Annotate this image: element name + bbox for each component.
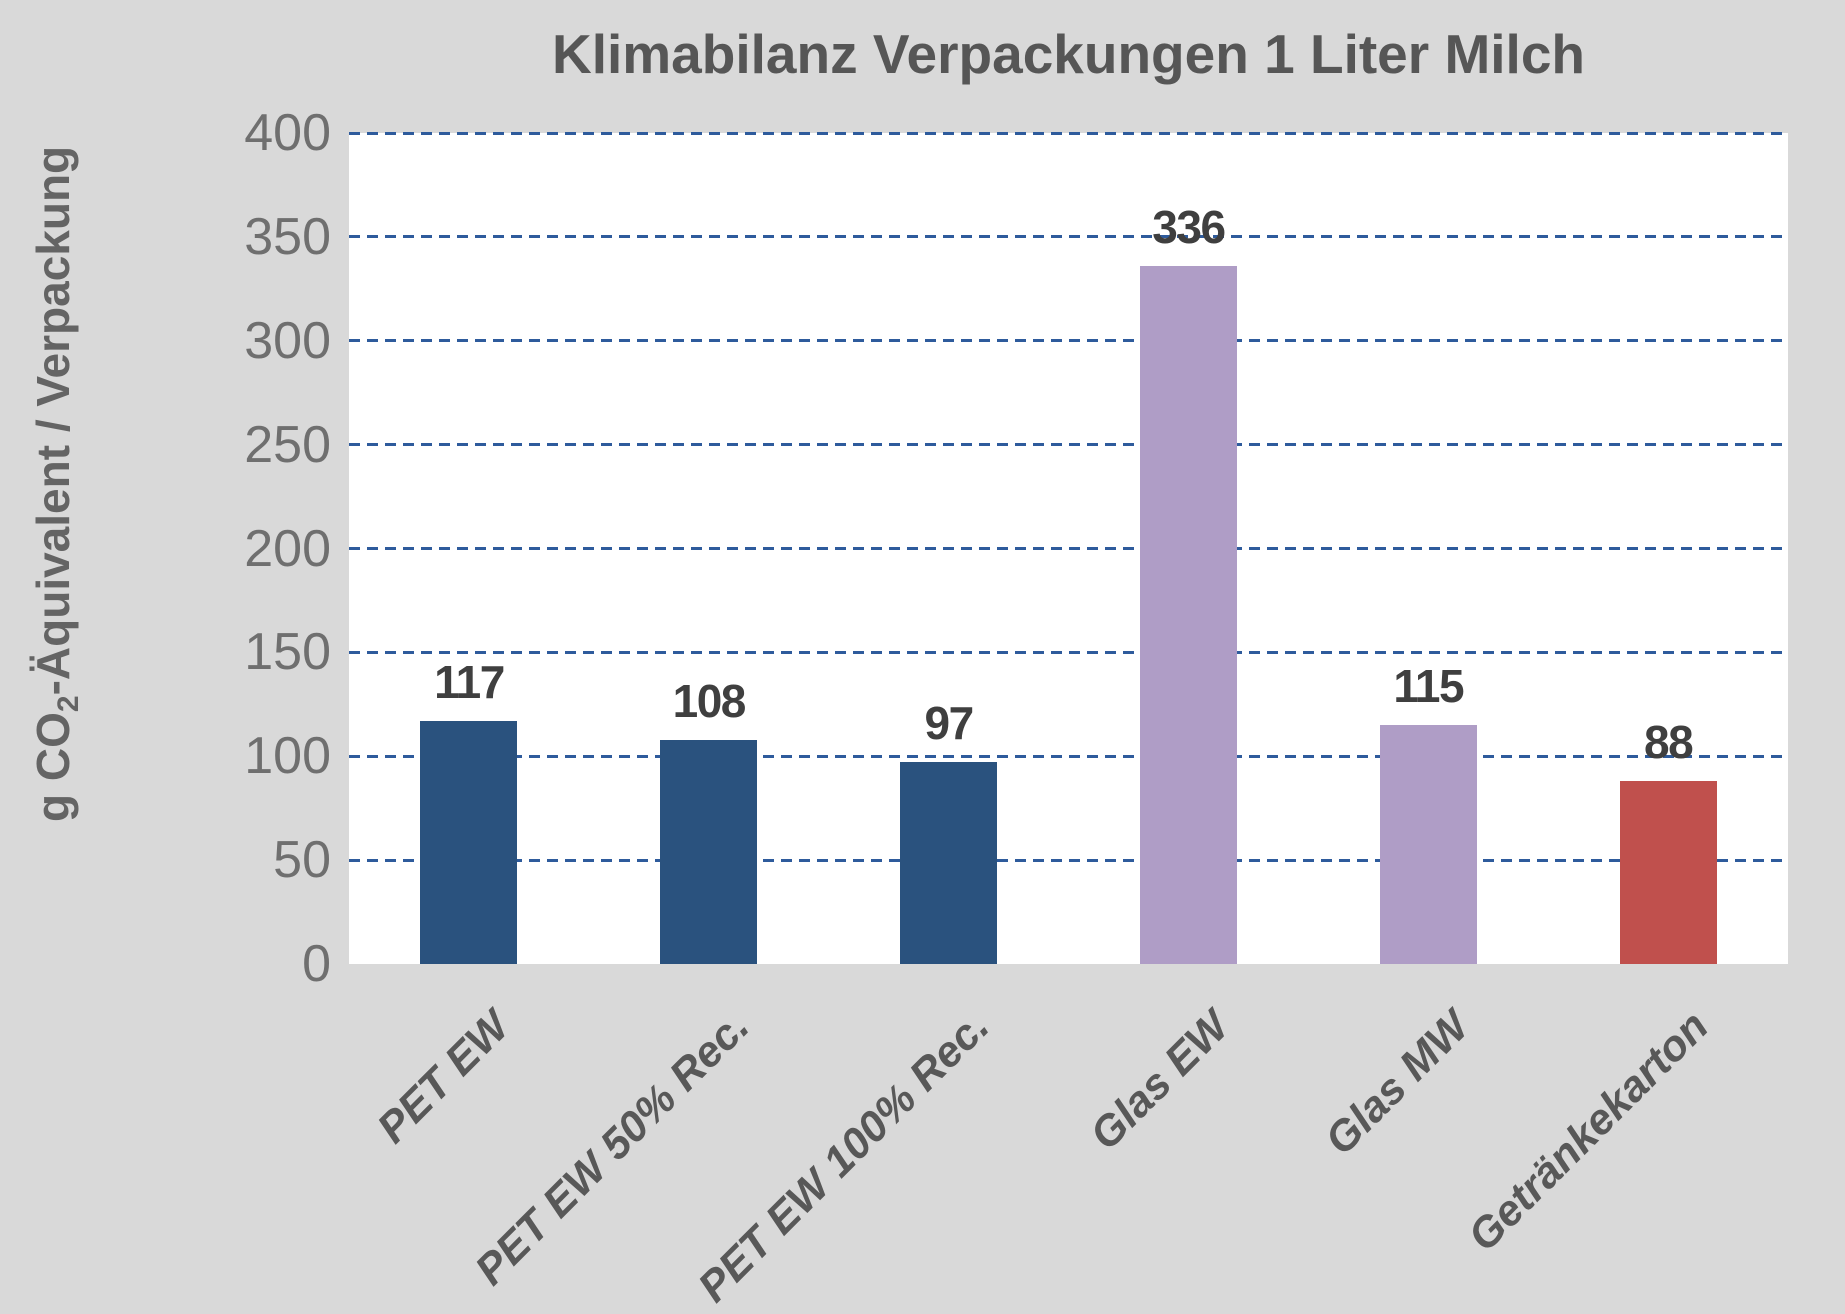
gridline-200: [349, 547, 1788, 550]
data-label-glas-mw: 115: [1393, 660, 1464, 713]
gridline-400: [349, 131, 1788, 135]
y-tick-label-400: 400: [244, 104, 331, 162]
data-label-glas-ew: 336: [1152, 200, 1226, 253]
gridline-250: [349, 443, 1788, 447]
gridline-100: [349, 754, 1788, 758]
y-tick-label-100: 100: [244, 727, 331, 786]
bar-pet-ew: [420, 720, 518, 964]
x-category-label-glas-mw: Glas MW: [1315, 1002, 1479, 1165]
y-tick-label-200: 200: [244, 519, 331, 578]
data-label-pet-ew: 117: [434, 655, 505, 708]
y-tick-label-300: 300: [244, 311, 331, 370]
data-label-pet-ew-100-rec: 97: [924, 697, 974, 750]
data-label-getrankekarton: 88: [1643, 716, 1694, 769]
bar-glas-mw: [1379, 725, 1477, 964]
x-category-label-getrankekarton: Getränkekarton: [1459, 1002, 1719, 1261]
plot-area: 117 108 97 336 115 88: [349, 131, 1788, 964]
bar-getrankekarton: [1619, 781, 1717, 964]
y-tick-label-50: 50: [273, 831, 331, 890]
chart-title: Klimabilanz Verpackungen 1 Liter Milch: [551, 23, 1586, 85]
gridline-350: [349, 235, 1788, 239]
bar-pet-ew-50-rec: [660, 739, 758, 964]
bar-glas-ew: [1139, 265, 1237, 964]
x-category-label-glas-ew: Glas EW: [1081, 1002, 1239, 1160]
gridline-300: [349, 339, 1788, 343]
x-category-label-pet-ew: PET EW: [368, 1002, 519, 1153]
gridline-150: [349, 650, 1788, 654]
y-tick-label-0: 0: [302, 935, 331, 993]
y-tick-label-250: 250: [244, 415, 331, 474]
y-tick-label-350: 350: [244, 207, 331, 266]
data-label-pet-ew-50-rec: 108: [672, 674, 747, 727]
bar-pet-ew-100-rec: [900, 762, 998, 964]
y-axis-title-subscript: 2: [52, 695, 85, 713]
gridline-50: [349, 858, 1788, 862]
y-tick-label-150: 150: [244, 623, 331, 682]
